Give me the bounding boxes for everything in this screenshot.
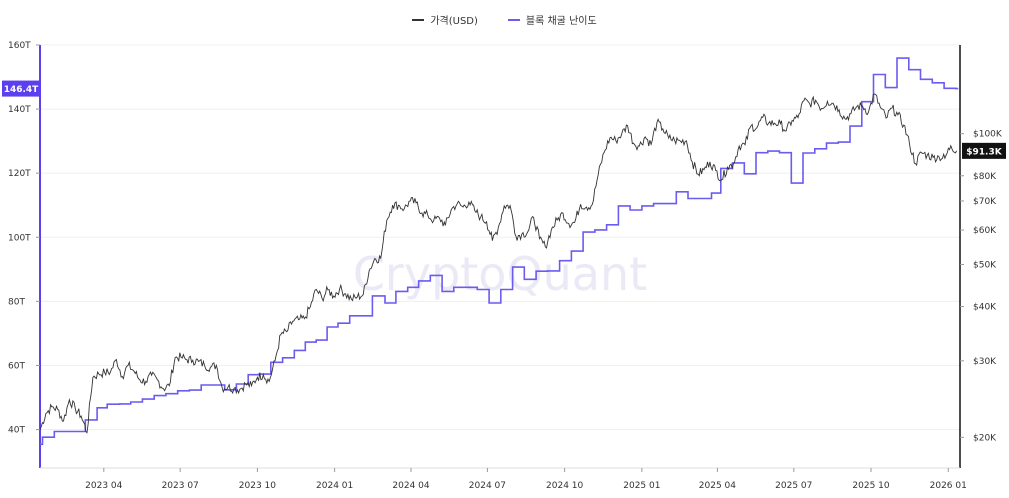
x-axis-tick-label: 2025 07 <box>775 481 812 491</box>
right-axis-tick-label: $60K <box>973 226 997 236</box>
legend-item-difficulty[interactable]: 블록 채굴 난이도 <box>507 12 597 27</box>
left-axis-tick-label: 160T <box>8 41 31 51</box>
x-axis-tick-label: 2024 10 <box>546 481 583 491</box>
price-current-badge <box>962 142 1006 159</box>
left-axis-tick-label: 120T <box>8 169 31 179</box>
legend-label-difficulty: 블록 채굴 난이도 <box>525 16 597 27</box>
right-axis-tick-label: $30K <box>973 357 997 367</box>
difficulty-current-badge-label: 146.4T <box>4 85 39 95</box>
x-axis-tick-label: 2026 01 <box>930 481 967 491</box>
legend-label-price: 가격(USD) <box>430 16 478 27</box>
difficulty-current-badge <box>2 80 40 97</box>
right-axis-tick-label: $40K <box>973 303 997 313</box>
x-axis-tick-label: 2024 07 <box>469 481 506 491</box>
legend-swatch-price <box>412 18 425 21</box>
right-axis-tick-label: $50K <box>973 260 997 270</box>
x-axis-tick-label: 2025 10 <box>852 481 889 491</box>
x-axis-tick-label: 2025 04 <box>699 481 736 491</box>
right-axis-tick-label: $70K <box>973 197 997 207</box>
chart-legend: 가격(USD) 블록 채굴 난이도 <box>0 12 1009 27</box>
x-axis-tick-label: 2023 04 <box>85 481 122 491</box>
difficulty-series-line <box>40 57 959 446</box>
left-axis-tick-label: 80T <box>8 297 25 307</box>
price-series-line <box>39 93 957 434</box>
x-axis-tick-label: 2024 01 <box>316 481 353 491</box>
right-axis-tick-label: $80K <box>973 172 997 182</box>
left-axis-tick-label: 100T <box>8 233 31 243</box>
right-axis-tick-label: $20K <box>973 433 997 443</box>
legend-swatch-difficulty <box>507 18 520 21</box>
x-axis-tick-label: 2023 10 <box>239 481 276 491</box>
right-axis-tick-label: $100K <box>973 130 1003 140</box>
left-axis-tick-label: 40T <box>8 426 25 436</box>
price-current-badge-label: $91.3K <box>966 147 1002 157</box>
left-axis-tick-label: 140T <box>8 105 31 115</box>
left-axis-tick-label: 60T <box>8 361 25 371</box>
x-axis-tick-label: 2025 01 <box>623 481 660 491</box>
x-axis-tick-label: 2024 04 <box>392 481 429 491</box>
x-axis-tick-label: 2023 07 <box>162 481 199 491</box>
legend-item-price[interactable]: 가격(USD) <box>412 12 478 27</box>
